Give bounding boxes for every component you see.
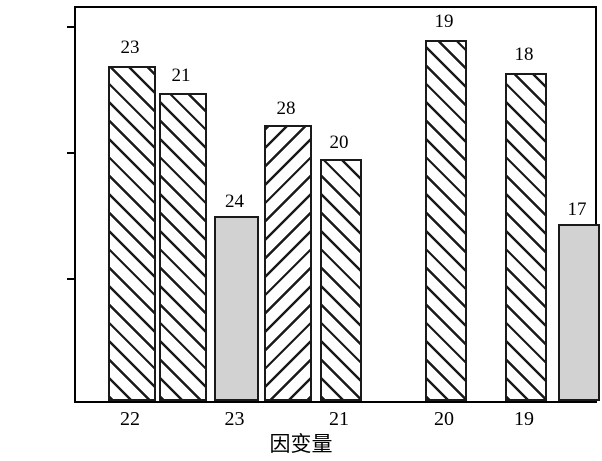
bar-18[interactable] bbox=[505, 72, 547, 401]
bar-value-label-17: 17 bbox=[567, 199, 587, 220]
bar-value-label-19: 19 bbox=[434, 11, 454, 32]
x-axis-title: 因变量 bbox=[269, 432, 333, 456]
bar-21[interactable] bbox=[159, 93, 207, 401]
y-tick-mark-1 bbox=[67, 26, 76, 28]
bar-value-label-18: 18 bbox=[514, 44, 534, 65]
bar-value-label-24: 24 bbox=[225, 191, 244, 212]
bar-value-label-28: 28 bbox=[276, 98, 296, 119]
bar-value-label-21: 21 bbox=[171, 65, 191, 86]
x-tick-label-20: 20 bbox=[434, 408, 454, 430]
x-tick-label-21: 21 bbox=[329, 408, 349, 430]
bar-20[interactable] bbox=[320, 158, 362, 401]
bar-23[interactable] bbox=[108, 65, 156, 401]
x-tick-label-19: 19 bbox=[514, 408, 534, 430]
bars-layer bbox=[76, 8, 600, 401]
plot-area bbox=[67, 6, 600, 403]
bar-value-label-23: 23 bbox=[120, 37, 140, 58]
y-axis-title: 度量值 bbox=[0, 115, 3, 235]
bar-value-label-20: 20 bbox=[329, 132, 349, 153]
y-tick-mark-2 bbox=[67, 152, 76, 154]
bar-19[interactable] bbox=[425, 40, 467, 401]
bar-17[interactable] bbox=[558, 224, 600, 401]
x-tick-label-22: 22 bbox=[120, 408, 140, 430]
x-tick-label-23: 23 bbox=[224, 408, 245, 430]
bar-28[interactable] bbox=[264, 125, 312, 401]
bar-24[interactable] bbox=[214, 216, 259, 401]
y-tick-mark-3 bbox=[67, 278, 76, 280]
